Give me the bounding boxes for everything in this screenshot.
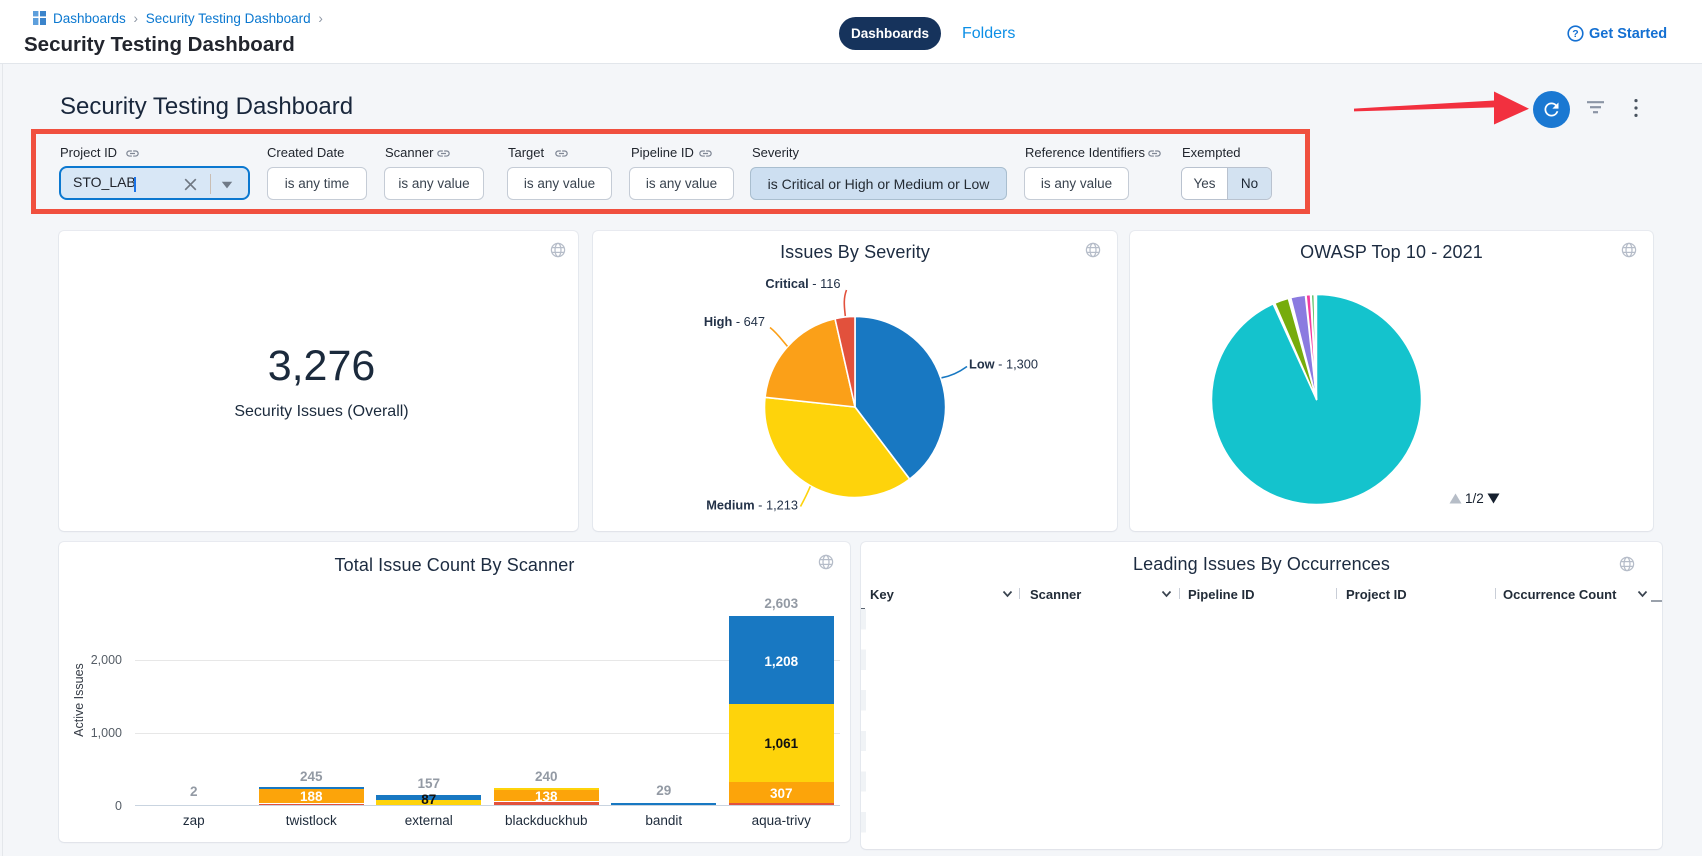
svg-text:Low - 1,300: Low - 1,300 <box>969 357 1038 372</box>
svg-text:Medium - 1,213: Medium - 1,213 <box>706 498 798 513</box>
svg-text:Critical - 116: Critical - 116 <box>765 276 840 291</box>
svg-text:High - 647: High - 647 <box>704 314 765 329</box>
svg-text:?: ? <box>1572 28 1578 40</box>
